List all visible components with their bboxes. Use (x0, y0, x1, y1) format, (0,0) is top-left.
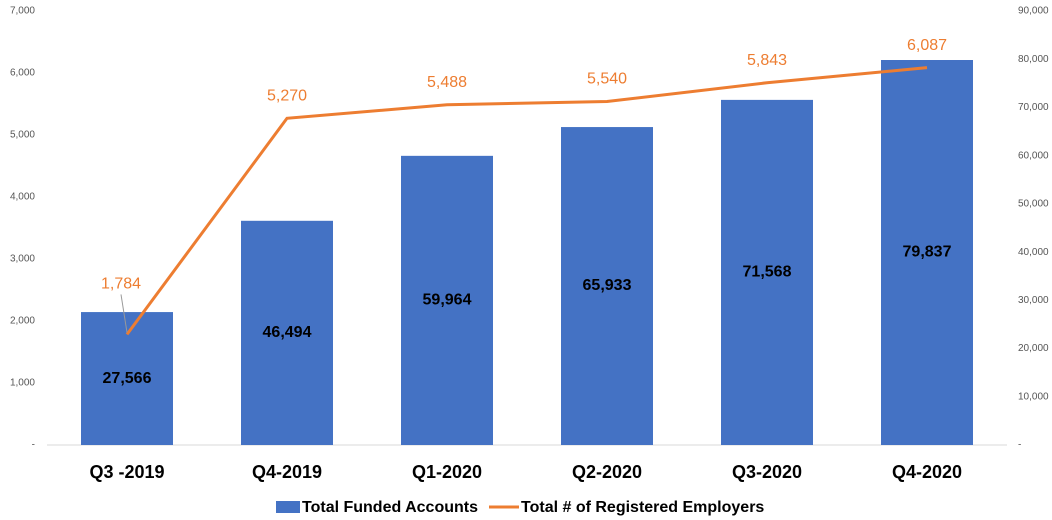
y-tick-label: 4,000 (10, 192, 35, 203)
y-tick-label: 3,000 (10, 254, 35, 265)
y2-tick-label: 80,000 (1018, 54, 1049, 65)
bar-value-label: 79,837 (903, 244, 952, 261)
y2-tick-label: 60,000 (1018, 150, 1049, 161)
bar (401, 155, 493, 445)
y-tick-label: 1,000 (10, 378, 35, 389)
y-tick-label: 5,000 (10, 130, 35, 141)
x-tick-label: Q2-2020 (572, 462, 642, 482)
bar-value-label: 71,568 (743, 264, 792, 281)
bar-value-label: 27,566 (103, 370, 152, 387)
bar (881, 60, 973, 446)
y-tick-label: 6,000 (10, 68, 35, 79)
bar (241, 220, 333, 445)
bar-value-label: 59,964 (423, 292, 472, 309)
line (125, 66, 928, 336)
y2-tick-label: 10,000 (1018, 391, 1049, 402)
x-tick-label: Q1-2020 (412, 462, 482, 482)
x-tick-label: Q4-2020 (892, 462, 962, 482)
x-tick-label: Q4-2019 (252, 462, 322, 482)
line-value-label: 5,488 (427, 74, 467, 91)
y-tick-label: 7,000 (10, 6, 35, 17)
y-tick-label: 2,000 (10, 316, 35, 327)
leader-line (120, 294, 128, 333)
y2-tick-label: 30,000 (1018, 295, 1049, 306)
bar-value-label: 65,933 (583, 277, 632, 294)
bar (721, 99, 813, 445)
line-value-label: 5,843 (747, 52, 787, 69)
line-value-label: 5,540 (587, 71, 627, 88)
y2-tick-label: 50,000 (1018, 199, 1049, 210)
y2-tick-label: 90,000 (1018, 6, 1049, 17)
y2-tick-label: 70,000 (1018, 102, 1049, 113)
line-value-label: 1,784 (101, 276, 141, 293)
y2-tick-label: - (1018, 440, 1021, 451)
bar (561, 127, 653, 445)
bar-value-label: 46,494 (263, 324, 312, 341)
x-tick-label: Q3-2020 (732, 462, 802, 482)
legend-swatch (276, 501, 300, 513)
y2-tick-label: 20,000 (1018, 343, 1049, 354)
line-value-label: 6,087 (907, 37, 947, 54)
line-value-label: 5,270 (267, 87, 307, 104)
y2-tick-label: 40,000 (1018, 247, 1049, 258)
legend-label: Total Funded Accounts (302, 499, 478, 516)
y-tick-label: - (32, 440, 35, 451)
x-tick-label: Q3 -2019 (89, 462, 164, 482)
legend-label: Total # of Registered Employers (521, 499, 764, 516)
